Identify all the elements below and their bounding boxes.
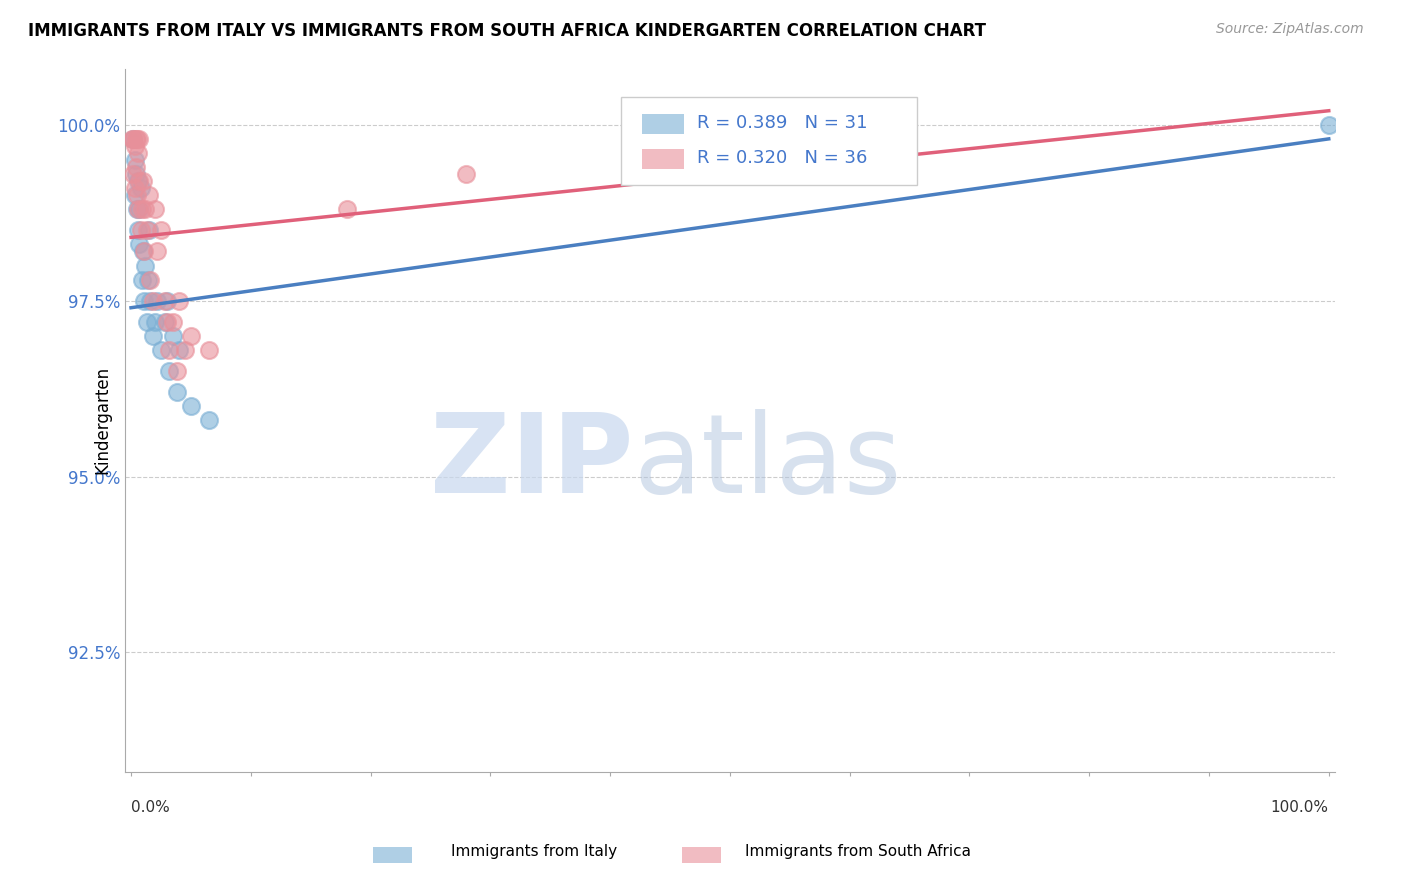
Point [166, 364, 188, 378]
Point [157, 364, 180, 378]
FancyBboxPatch shape [621, 96, 917, 185]
Point [125, 167, 148, 181]
Text: Immigrants from Italy: Immigrants from Italy [451, 845, 617, 859]
Point [135, 223, 157, 237]
Point [122, 132, 145, 146]
Point [124, 188, 146, 202]
Point [146, 244, 169, 259]
Point [167, 293, 190, 308]
Point [149, 343, 172, 357]
Text: IMMIGRANTS FROM ITALY VS IMMIGRANTS FROM SOUTH AFRICA KINDERGARTEN CORRELATION C: IMMIGRANTS FROM ITALY VS IMMIGRANTS FROM… [28, 22, 986, 40]
Point [134, 244, 156, 259]
Point [128, 132, 150, 146]
Point [124, 153, 146, 167]
Point [122, 132, 145, 146]
Point [135, 315, 157, 329]
Point [124, 181, 146, 195]
Point [134, 259, 156, 273]
Point [132, 174, 155, 188]
Point [134, 202, 156, 217]
Point [127, 223, 149, 237]
Text: Immigrants from South Africa: Immigrants from South Africa [745, 845, 970, 859]
Text: R = 0.389   N = 31: R = 0.389 N = 31 [697, 113, 868, 132]
Y-axis label: Kindergarten: Kindergarten [93, 367, 111, 475]
Point [157, 343, 180, 357]
Point [131, 272, 153, 286]
FancyBboxPatch shape [373, 847, 412, 863]
Point [129, 223, 152, 237]
Text: 100.0%: 100.0% [1271, 800, 1329, 815]
Point [136, 272, 159, 286]
Point [125, 132, 148, 146]
Point [125, 132, 148, 146]
Point [180, 329, 202, 343]
Point [143, 202, 166, 217]
Point [139, 293, 162, 308]
Point [198, 413, 221, 427]
Point [456, 167, 478, 181]
Point [162, 329, 184, 343]
Point [138, 188, 160, 202]
Point [131, 202, 153, 217]
Point [143, 315, 166, 329]
FancyBboxPatch shape [641, 150, 683, 169]
Text: 0.0%: 0.0% [131, 800, 170, 815]
Point [125, 160, 148, 174]
Point [121, 132, 143, 146]
Point [138, 223, 160, 237]
Point [128, 237, 150, 252]
Point [127, 202, 149, 217]
Point [336, 202, 359, 217]
Point [166, 385, 188, 400]
Point [127, 145, 149, 160]
Point [125, 188, 148, 202]
Point [156, 315, 179, 329]
FancyBboxPatch shape [682, 847, 721, 863]
Point [156, 293, 179, 308]
Point [167, 343, 190, 357]
Point [129, 181, 152, 195]
Point [146, 293, 169, 308]
Point [142, 293, 165, 308]
Point [134, 293, 156, 308]
Text: R = 0.320   N = 36: R = 0.320 N = 36 [697, 149, 868, 167]
Point [128, 202, 150, 217]
Point [180, 399, 202, 413]
Point [139, 272, 162, 286]
Point [124, 139, 146, 153]
Point [174, 343, 197, 357]
Point [142, 329, 165, 343]
Point [128, 174, 150, 188]
Point [127, 174, 149, 188]
Point [149, 223, 172, 237]
Point [132, 244, 155, 259]
Text: atlas: atlas [633, 409, 901, 516]
Point [125, 202, 148, 217]
Point [153, 293, 176, 308]
FancyBboxPatch shape [641, 114, 683, 134]
Text: ZIP: ZIP [430, 409, 633, 516]
Point [122, 167, 145, 181]
Point [198, 343, 221, 357]
Point [1317, 118, 1340, 132]
Point [162, 315, 184, 329]
Text: Source: ZipAtlas.com: Source: ZipAtlas.com [1216, 22, 1364, 37]
Point [153, 315, 176, 329]
